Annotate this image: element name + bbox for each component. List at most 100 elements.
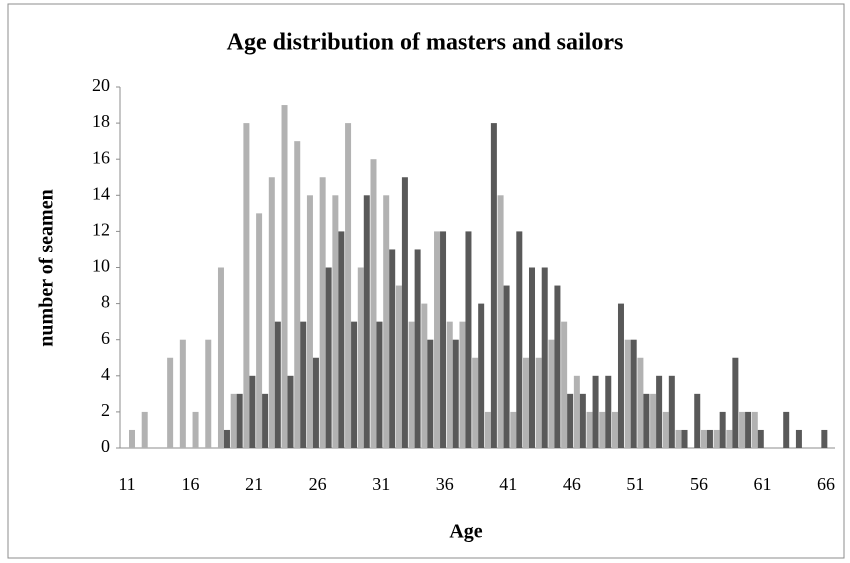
bar [300, 321, 307, 448]
bar [294, 141, 301, 448]
x-tick-label: 66 [817, 474, 835, 494]
bar [503, 285, 510, 448]
bar [249, 375, 256, 448]
bar [490, 123, 497, 448]
bar [579, 393, 586, 448]
bar [274, 321, 281, 448]
bar [757, 429, 764, 448]
bar [230, 393, 237, 448]
bar [617, 303, 624, 448]
bar [529, 267, 536, 448]
bar [319, 177, 326, 448]
bar [726, 429, 733, 448]
bar [624, 339, 631, 448]
bar [351, 321, 358, 448]
x-axis-title: Age [449, 521, 482, 543]
bar [129, 429, 135, 448]
bar [516, 231, 523, 448]
y-tick-label: 18 [92, 111, 110, 131]
bar [656, 375, 663, 448]
bar [472, 357, 479, 448]
y-tick-label: 16 [92, 147, 110, 167]
bar [611, 411, 618, 448]
bar [592, 375, 599, 448]
y-tick-label: 20 [92, 75, 110, 95]
bar [452, 339, 459, 448]
bar [338, 231, 345, 448]
bar [217, 267, 224, 448]
bar [548, 339, 555, 448]
bar [637, 357, 644, 448]
bar [446, 321, 453, 448]
bar [312, 357, 319, 448]
y-tick-label: 10 [92, 256, 110, 276]
bar [256, 213, 263, 448]
bar [795, 429, 802, 448]
bar [306, 195, 313, 448]
bar [681, 429, 688, 448]
bar [268, 177, 275, 448]
bar [573, 375, 580, 448]
bar [440, 231, 447, 448]
bar [567, 393, 574, 448]
bar [497, 195, 504, 448]
y-tick-label: 2 [101, 400, 110, 420]
x-tick-label: 21 [245, 474, 263, 494]
chart-frame [7, 3, 845, 559]
bar [732, 357, 739, 448]
bar [668, 375, 675, 448]
bar [561, 321, 568, 448]
x-tick-label: 11 [118, 474, 135, 494]
bar [357, 267, 364, 448]
bar [599, 411, 606, 448]
bar [383, 195, 390, 448]
bar [192, 411, 199, 448]
bar [281, 105, 288, 449]
bar [713, 429, 720, 448]
bar [414, 249, 421, 448]
bar [478, 303, 485, 448]
y-tick-label: 0 [101, 436, 110, 456]
bar [675, 429, 682, 448]
x-tick-label: 36 [436, 474, 454, 494]
bar [389, 249, 396, 448]
x-tick-label: 16 [182, 474, 200, 494]
bar [694, 393, 701, 448]
bar [662, 411, 669, 448]
bar [586, 411, 593, 448]
bar [554, 285, 561, 448]
y-tick-label: 6 [101, 328, 110, 348]
bar [739, 411, 746, 448]
bar [719, 411, 726, 448]
bar [783, 411, 790, 448]
bar [179, 339, 186, 448]
bar [421, 303, 428, 448]
y-tick-label: 4 [101, 364, 110, 384]
bar [325, 267, 332, 448]
x-tick-label: 26 [309, 474, 327, 494]
bar [262, 393, 269, 448]
bar [395, 285, 402, 448]
bar [223, 429, 230, 448]
bar [141, 411, 148, 448]
bar [205, 339, 212, 448]
bar [363, 195, 370, 448]
bar [408, 321, 415, 448]
bar [650, 393, 657, 448]
x-tick-label: 31 [372, 474, 390, 494]
bar [706, 429, 713, 448]
bar [745, 411, 752, 448]
bar [287, 375, 294, 448]
x-tick-label: 41 [499, 474, 517, 494]
bar [370, 159, 377, 448]
x-tick-label: 51 [626, 474, 644, 494]
y-tick-label: 14 [92, 183, 110, 203]
bar [535, 357, 542, 448]
bar [236, 393, 243, 448]
bar [821, 429, 828, 448]
bar [510, 411, 517, 448]
bar [401, 177, 408, 448]
x-tick-label: 46 [563, 474, 581, 494]
bar [700, 429, 707, 448]
